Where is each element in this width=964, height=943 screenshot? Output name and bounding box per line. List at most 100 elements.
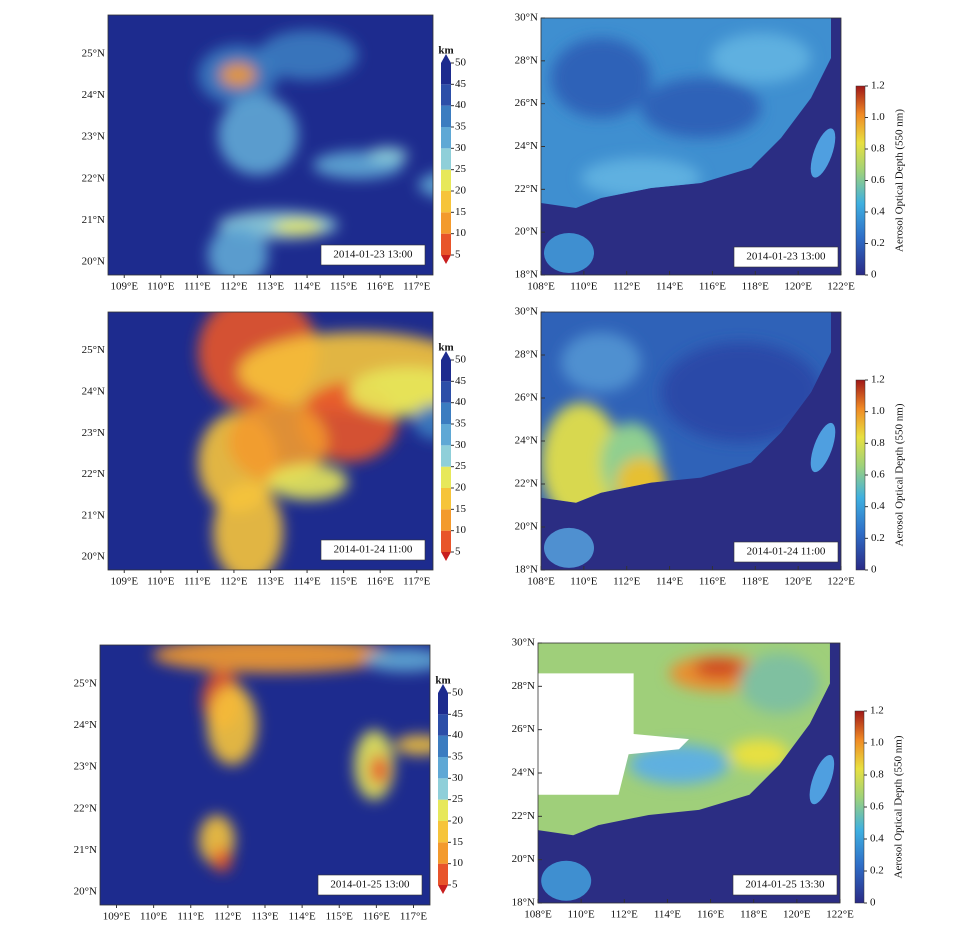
- lon-label: 110°E: [140, 911, 167, 923]
- lon-label: 118°E: [742, 281, 769, 293]
- colorbar-segment: [441, 424, 451, 446]
- colorbar-tick-label: 0.6: [870, 801, 884, 813]
- colorbar-tick-label: 0: [871, 269, 877, 281]
- colorbar-segment: [441, 402, 451, 424]
- timestamp: 2014-01-25 13:00: [330, 879, 410, 891]
- timestamp-box: [733, 246, 839, 268]
- colorbar-tick-label: 50: [452, 687, 464, 699]
- visibility-patch: [368, 147, 408, 163]
- visibility-patch: [218, 95, 298, 175]
- colorbar-end: [441, 552, 451, 561]
- colorbar-segment: [441, 127, 451, 149]
- lon-label: 115°E: [330, 576, 357, 588]
- lon-label: 115°E: [326, 911, 353, 923]
- colorbar-end: [441, 255, 451, 264]
- colorbar-tick-label: 30: [455, 142, 467, 154]
- colorbar-tick-label: 0.6: [871, 469, 885, 481]
- lon-label: 115°E: [330, 281, 357, 293]
- hainan-island: [541, 860, 592, 901]
- lon-label: 114°E: [293, 576, 320, 588]
- colorbar-tick-label: 50: [455, 57, 467, 69]
- lat-label: 22°N: [82, 172, 105, 184]
- colorbar: [854, 710, 865, 904]
- colorbar-label: Aerosol Optical Depth (550 nm): [894, 109, 906, 252]
- lon-label: 114°E: [654, 909, 681, 921]
- lat-label: 20°N: [512, 853, 535, 865]
- lat-label: 22°N: [515, 183, 538, 195]
- visibility-patch: [268, 464, 348, 500]
- lon-label: 111°E: [184, 576, 211, 588]
- timestamp-box: [732, 874, 838, 896]
- lon-label: 117°E: [403, 576, 430, 588]
- lon-label: 112°E: [220, 576, 247, 588]
- lon-label: 112°E: [613, 281, 640, 293]
- timestamp-box: [320, 244, 426, 266]
- lat-label: 18°N: [512, 897, 535, 909]
- colorbar-tick-label: 10: [452, 857, 464, 869]
- colorbar-tick-label: 1.0: [870, 737, 884, 749]
- colorbar-tick-label: 0.2: [871, 532, 885, 544]
- aod-patches: [551, 33, 811, 198]
- lon-label: 118°E: [740, 909, 767, 921]
- lon-label: 113°E: [251, 911, 278, 923]
- colorbar-segment: [441, 530, 451, 552]
- colorbar-end: [438, 885, 448, 894]
- lon-label: 110°E: [570, 281, 597, 293]
- aod-field: [541, 18, 836, 273]
- colorbar-end: [438, 684, 448, 693]
- colorbar-end: [441, 54, 451, 63]
- aod-patch: [711, 33, 811, 83]
- visibility-patch: [211, 848, 232, 872]
- visibility-patch: [152, 645, 393, 673]
- colorbar-segment: [441, 63, 451, 85]
- lon-label: 110°E: [570, 576, 597, 588]
- lon-label: 116°E: [697, 909, 724, 921]
- colorbar-segment: [441, 169, 451, 191]
- colorbar-tick-label: 10: [455, 524, 467, 536]
- colorbar-tick-label: 1.0: [871, 405, 885, 417]
- aod-patches: [541, 332, 821, 503]
- colorbar-unit: km: [438, 45, 453, 57]
- colorbar-tick-label: 20: [455, 482, 467, 494]
- aod-field: [538, 643, 835, 901]
- colorbar-tick-label: 20: [455, 185, 467, 197]
- colorbar-tick-label: 15: [455, 503, 467, 515]
- lat-label: 20°N: [82, 551, 105, 563]
- visibility-patch: [273, 219, 323, 235]
- lat-label: 24°N: [74, 719, 97, 731]
- colorbar-label: Aerosol Optical Depth (550 nm): [894, 403, 906, 546]
- colorbar-tick-label: 35: [455, 121, 467, 133]
- lon-label: 122°E: [826, 909, 854, 921]
- aod-patch: [661, 342, 821, 443]
- colorbar-tick-label: 0.6: [871, 174, 885, 186]
- lat-label: 25°N: [82, 48, 105, 60]
- lon-label: 114°E: [656, 281, 683, 293]
- aod-patch: [641, 78, 761, 138]
- timestamp-box: [317, 874, 423, 896]
- colorbar-tick-label: 50: [455, 354, 467, 366]
- visibility-patch: [394, 735, 430, 755]
- aod-patch: [739, 653, 820, 714]
- lat-label: 18°N: [515, 269, 538, 281]
- lon-label: 118°E: [742, 576, 769, 588]
- lon-label: 116°E: [363, 911, 390, 923]
- colorbar-end: [441, 351, 451, 360]
- timestamp: 2014-01-24 11:00: [334, 544, 413, 556]
- lat-label: 28°N: [512, 680, 535, 692]
- taiwan-island: [810, 422, 836, 473]
- lon-label: 120°E: [784, 576, 812, 588]
- colorbar-segment: [441, 509, 451, 531]
- lat-label: 23°N: [82, 427, 105, 439]
- colorbar-segment: [438, 757, 448, 779]
- lat-label: 21°N: [82, 509, 105, 521]
- lon-label: 110°E: [147, 281, 174, 293]
- colorbar-segment: [441, 488, 451, 510]
- visibility-patch: [418, 173, 433, 197]
- lon-label: 108°E: [524, 909, 552, 921]
- colorbar-tick-label: 0: [871, 564, 877, 576]
- lat-label: 20°N: [82, 256, 105, 268]
- timestamp: 2014-01-25 13:30: [745, 879, 825, 891]
- colorbar-tick-label: 15: [455, 206, 467, 218]
- visibility-field: [152, 645, 430, 872]
